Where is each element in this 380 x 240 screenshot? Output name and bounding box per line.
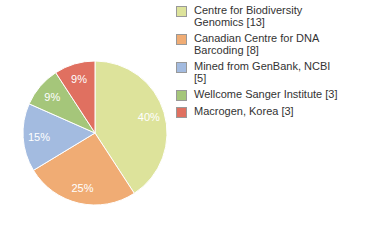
html-text:Macrogen, Korea [3]: Macrogen, Korea [3] — [194, 105, 294, 117]
svg-text:9%: 9% — [71, 73, 87, 85]
html-text:Canadian Centre for DNA Barcod: Canadian Centre for DNA Barcoding [8] — [194, 32, 319, 56]
svg-text:9%: 9% — [44, 91, 60, 103]
svg-text:40%: 40% — [138, 111, 160, 123]
html-text:Wellcome Sanger Institute [3]: Wellcome Sanger Institute [3] — [194, 88, 338, 100]
svg-text:25%: 25% — [71, 182, 93, 194]
svg-text:15%: 15% — [28, 131, 50, 143]
html-text:Centre for Biodiversity Genomi: Centre for Biodiversity Genomics [13] — [194, 4, 303, 28]
html-text:Mined from GenBank, NCBI [5]: Mined from GenBank, NCBI [5] — [194, 60, 331, 84]
